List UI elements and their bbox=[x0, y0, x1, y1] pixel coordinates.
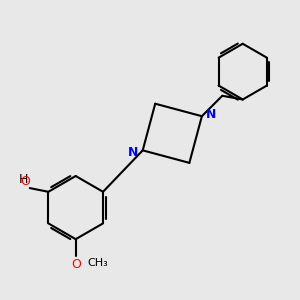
Text: CH₃: CH₃ bbox=[88, 258, 108, 268]
Text: H: H bbox=[19, 173, 28, 186]
Text: N: N bbox=[128, 146, 138, 159]
Text: O: O bbox=[20, 175, 30, 188]
Text: N: N bbox=[206, 108, 217, 121]
Text: O: O bbox=[71, 258, 81, 271]
